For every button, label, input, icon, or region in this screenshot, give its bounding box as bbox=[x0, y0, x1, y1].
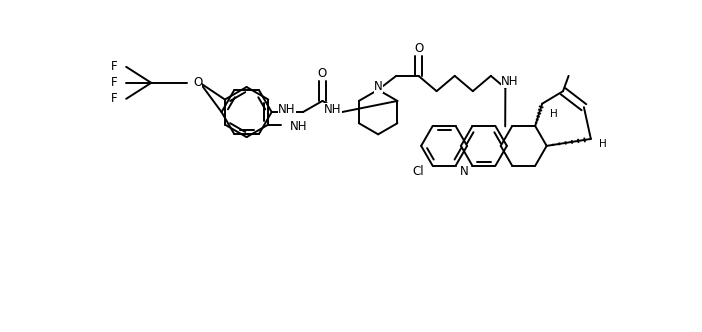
Text: Cl: Cl bbox=[413, 165, 424, 178]
Text: H: H bbox=[550, 109, 558, 119]
Text: F: F bbox=[111, 76, 118, 89]
Text: F: F bbox=[111, 92, 118, 105]
Text: H: H bbox=[600, 139, 607, 149]
Text: NH: NH bbox=[278, 104, 296, 117]
Text: F: F bbox=[111, 60, 118, 73]
Text: O: O bbox=[318, 67, 327, 80]
Text: O: O bbox=[193, 76, 202, 89]
Text: N: N bbox=[373, 80, 383, 93]
Text: O: O bbox=[414, 42, 423, 55]
Text: NH: NH bbox=[290, 120, 307, 133]
Text: NH: NH bbox=[501, 75, 518, 89]
Text: N: N bbox=[461, 165, 469, 178]
Text: NH: NH bbox=[324, 104, 342, 117]
